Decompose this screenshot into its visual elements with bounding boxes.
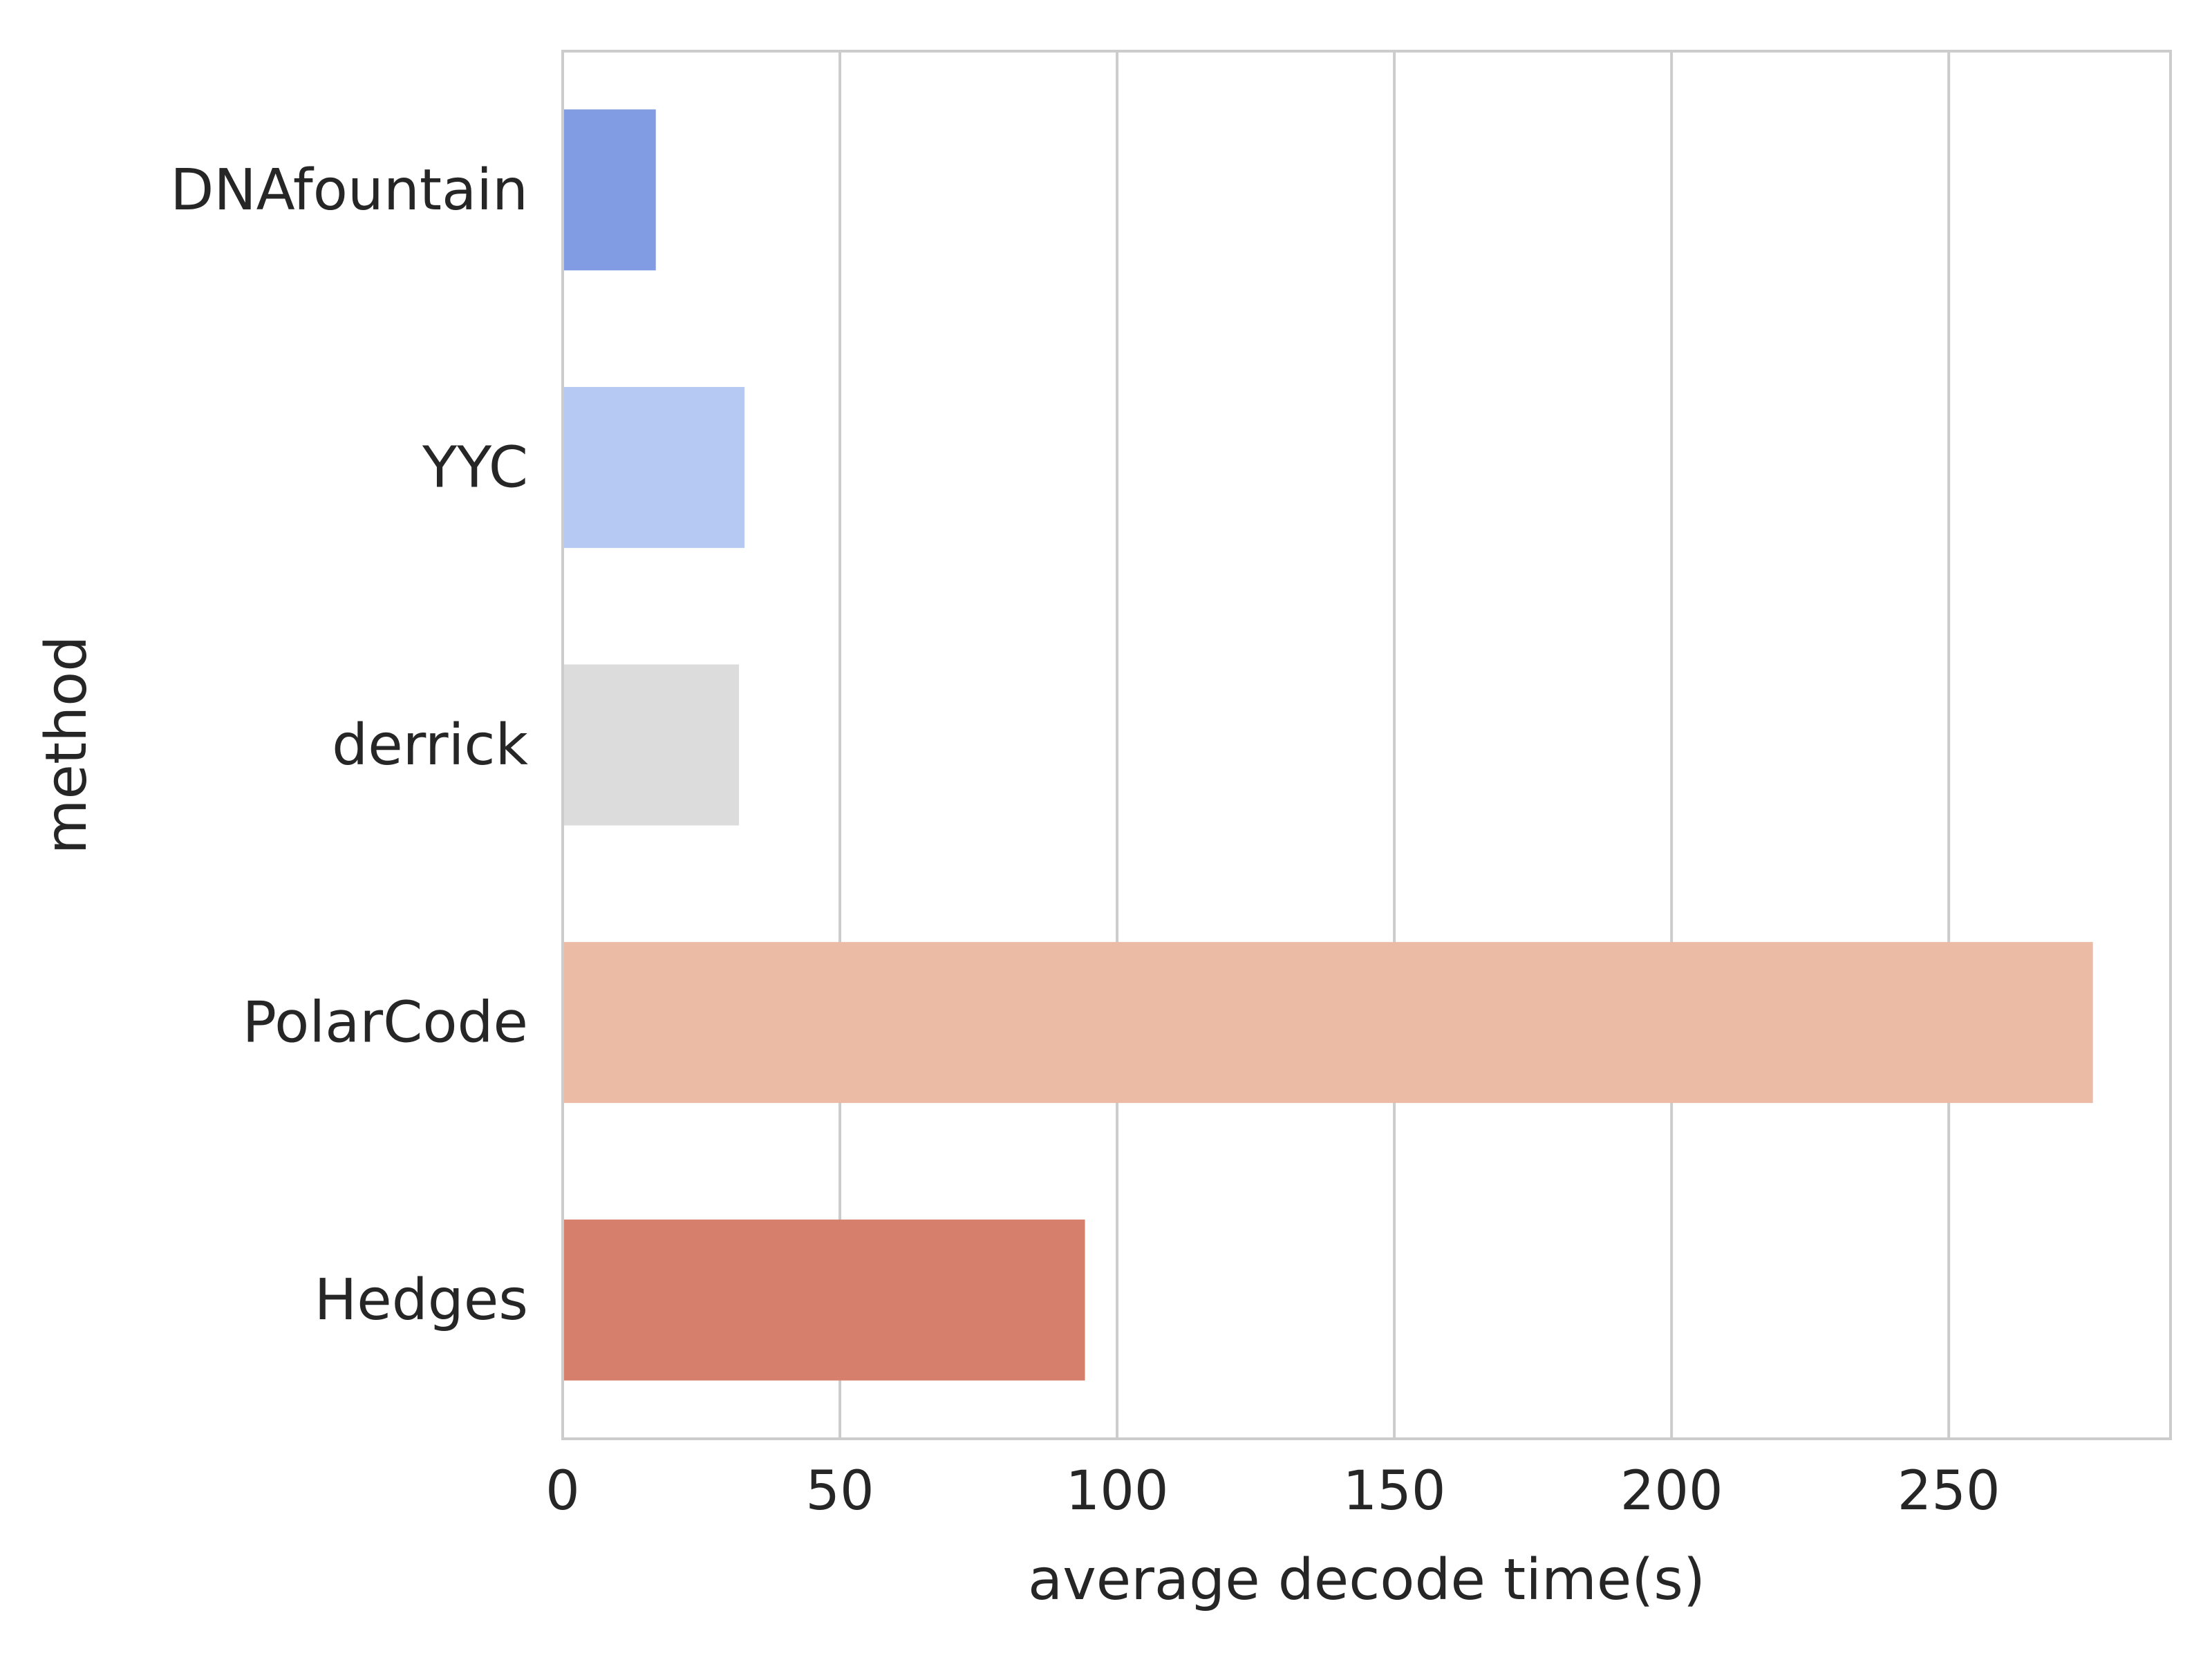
x-tick-label: 250 xyxy=(1897,1460,2000,1522)
bars xyxy=(563,109,2093,1381)
y-tick-label: derrick xyxy=(332,712,528,778)
x-tick-label: 0 xyxy=(545,1460,580,1522)
bar-dnafountain xyxy=(563,109,656,271)
x-tick-label: 150 xyxy=(1343,1460,1446,1522)
y-axis-label: method xyxy=(34,636,100,855)
y-tick-label: PolarCode xyxy=(243,990,528,1056)
bar-polarcode xyxy=(563,942,2093,1104)
bar-derrick xyxy=(563,664,740,826)
y-tick-label: YYC xyxy=(422,435,528,500)
x-axis-label: average decode time(s) xyxy=(1028,1547,1705,1613)
bar-yyc xyxy=(563,386,745,548)
x-tick-label: 100 xyxy=(1066,1460,1169,1522)
y-tick-labels: DNAfountain YYC derrick PolarCode Hedges xyxy=(170,158,528,1333)
bar-hedges xyxy=(563,1219,1085,1381)
y-tick-label: Hedges xyxy=(315,1267,528,1333)
x-tick-label: 50 xyxy=(805,1460,874,1522)
x-tick-label: 200 xyxy=(1620,1460,1723,1522)
y-tick-label: DNAfountain xyxy=(170,158,528,223)
plot-frame xyxy=(561,50,2172,1440)
x-tick-labels: 0 50 100 150 200 250 xyxy=(545,1460,2000,1522)
